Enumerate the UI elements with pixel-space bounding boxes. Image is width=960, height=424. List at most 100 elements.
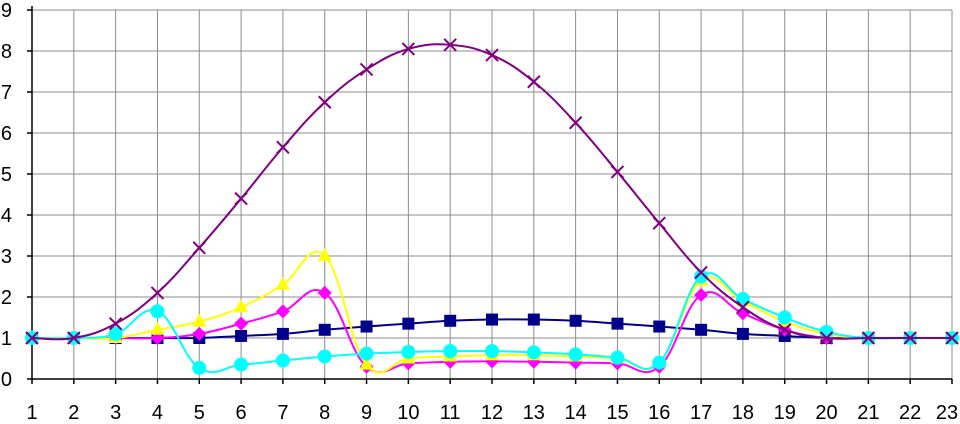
data-point-x-stroke xyxy=(150,286,165,300)
data-point-x xyxy=(234,191,248,206)
data-point-circle xyxy=(694,269,709,284)
data-point-diamond xyxy=(275,304,290,319)
data-point-circle xyxy=(652,355,667,370)
data-point-x xyxy=(610,165,625,179)
data-point-x xyxy=(778,323,792,337)
x-tick-label: 6 xyxy=(236,402,247,424)
data-point-circle xyxy=(401,344,416,359)
data-point-circle xyxy=(234,357,249,372)
data-point-square xyxy=(235,329,248,342)
data-point-triangle xyxy=(150,321,165,335)
data-point-circle xyxy=(526,345,541,360)
x-tick-label: 23 xyxy=(936,402,958,424)
data-point-x-stroke xyxy=(861,331,876,345)
data-point-diamond xyxy=(317,285,332,300)
data-point-x xyxy=(652,216,666,230)
data-point-x-stroke xyxy=(527,75,541,89)
x-tick-label: 20 xyxy=(815,402,837,424)
data-point-x xyxy=(192,241,206,255)
x-tick-label: 1 xyxy=(26,402,37,424)
y-tick-label: 1 xyxy=(1,328,12,350)
data-point-square xyxy=(736,327,749,340)
series-layer xyxy=(25,38,959,375)
data-point-circle xyxy=(443,344,458,359)
data-point-x xyxy=(401,42,416,56)
y-tick-label: 0 xyxy=(1,369,12,391)
data-point-x xyxy=(318,95,332,109)
x-tick-label: 21 xyxy=(857,402,879,424)
data-point-x xyxy=(945,331,959,345)
data-point-square xyxy=(318,323,331,336)
data-point-x xyxy=(819,331,834,345)
x-tick-label: 3 xyxy=(110,402,121,424)
data-point-x-stroke xyxy=(568,116,583,130)
data-point-x xyxy=(485,48,499,62)
data-point-square xyxy=(402,317,415,330)
data-point-square xyxy=(276,327,289,340)
data-point-x-stroke xyxy=(778,323,792,337)
data-point-circle xyxy=(150,304,165,319)
x-tick-label: 8 xyxy=(319,402,330,424)
x-tick-label: 19 xyxy=(774,402,796,424)
data-point-circle xyxy=(485,344,499,359)
y-tick-label: 9 xyxy=(1,0,12,22)
data-point-x xyxy=(25,331,39,345)
y-tick-label: 4 xyxy=(1,205,12,227)
data-point-x-stroke xyxy=(276,140,290,155)
data-point-diamond xyxy=(234,316,249,331)
data-point-circle xyxy=(317,349,332,364)
data-point-x xyxy=(861,331,876,345)
x-tick-label: 2 xyxy=(68,402,79,424)
data-point-diamond xyxy=(694,287,709,302)
x-tick-label: 17 xyxy=(690,402,712,424)
data-point-x xyxy=(443,38,457,52)
x-tick-label: 18 xyxy=(732,402,754,424)
x-tick-label: 10 xyxy=(397,402,419,424)
data-point-x xyxy=(903,331,917,345)
data-point-x-stroke xyxy=(485,48,499,62)
x-tick-label: 14 xyxy=(565,402,587,424)
data-point-x-stroke xyxy=(443,38,457,52)
x-tick-label: 16 xyxy=(648,402,670,424)
data-point-triangle xyxy=(275,276,290,290)
y-tick-label: 7 xyxy=(1,82,12,104)
data-point-circle xyxy=(275,353,290,368)
data-point-circle xyxy=(108,326,123,341)
data-point-x xyxy=(568,116,583,130)
data-point-circle xyxy=(568,347,583,362)
data-point-x-stroke xyxy=(401,42,416,56)
data-point-x xyxy=(359,62,374,77)
x-tick-label: 15 xyxy=(606,402,628,424)
data-point-x-stroke xyxy=(234,191,248,206)
data-point-square xyxy=(653,320,666,333)
data-point-x-stroke xyxy=(694,265,708,280)
data-point-triangle xyxy=(234,299,249,313)
y-tick-label: 5 xyxy=(1,164,12,186)
data-point-diamond xyxy=(192,326,207,341)
x-tick-label: 12 xyxy=(481,402,503,424)
data-point-x-stroke xyxy=(945,331,959,345)
data-point-circle xyxy=(610,350,625,365)
y-tick-label: 2 xyxy=(1,287,12,309)
y-tick-label: 6 xyxy=(1,123,12,145)
x-tick-label: 5 xyxy=(194,402,205,424)
series-x xyxy=(25,38,959,345)
data-point-circle xyxy=(359,346,374,361)
data-point-x-stroke xyxy=(652,216,666,230)
data-point-x-stroke xyxy=(25,331,39,345)
data-point-square xyxy=(569,314,582,327)
data-point-x-stroke xyxy=(903,331,917,345)
data-point-triangle xyxy=(192,313,207,327)
data-point-x-stroke xyxy=(192,241,206,255)
y-tick-label: 3 xyxy=(1,246,12,268)
data-point-x-stroke xyxy=(819,331,834,345)
x-tick-label: 11 xyxy=(440,402,461,424)
x-tick-label: 22 xyxy=(899,402,921,424)
data-point-square xyxy=(360,320,373,333)
data-point-x-stroke xyxy=(67,331,81,345)
data-point-circle xyxy=(777,310,792,325)
data-point-x xyxy=(527,75,541,89)
data-point-triangle xyxy=(359,356,374,370)
data-point-x xyxy=(736,300,750,314)
